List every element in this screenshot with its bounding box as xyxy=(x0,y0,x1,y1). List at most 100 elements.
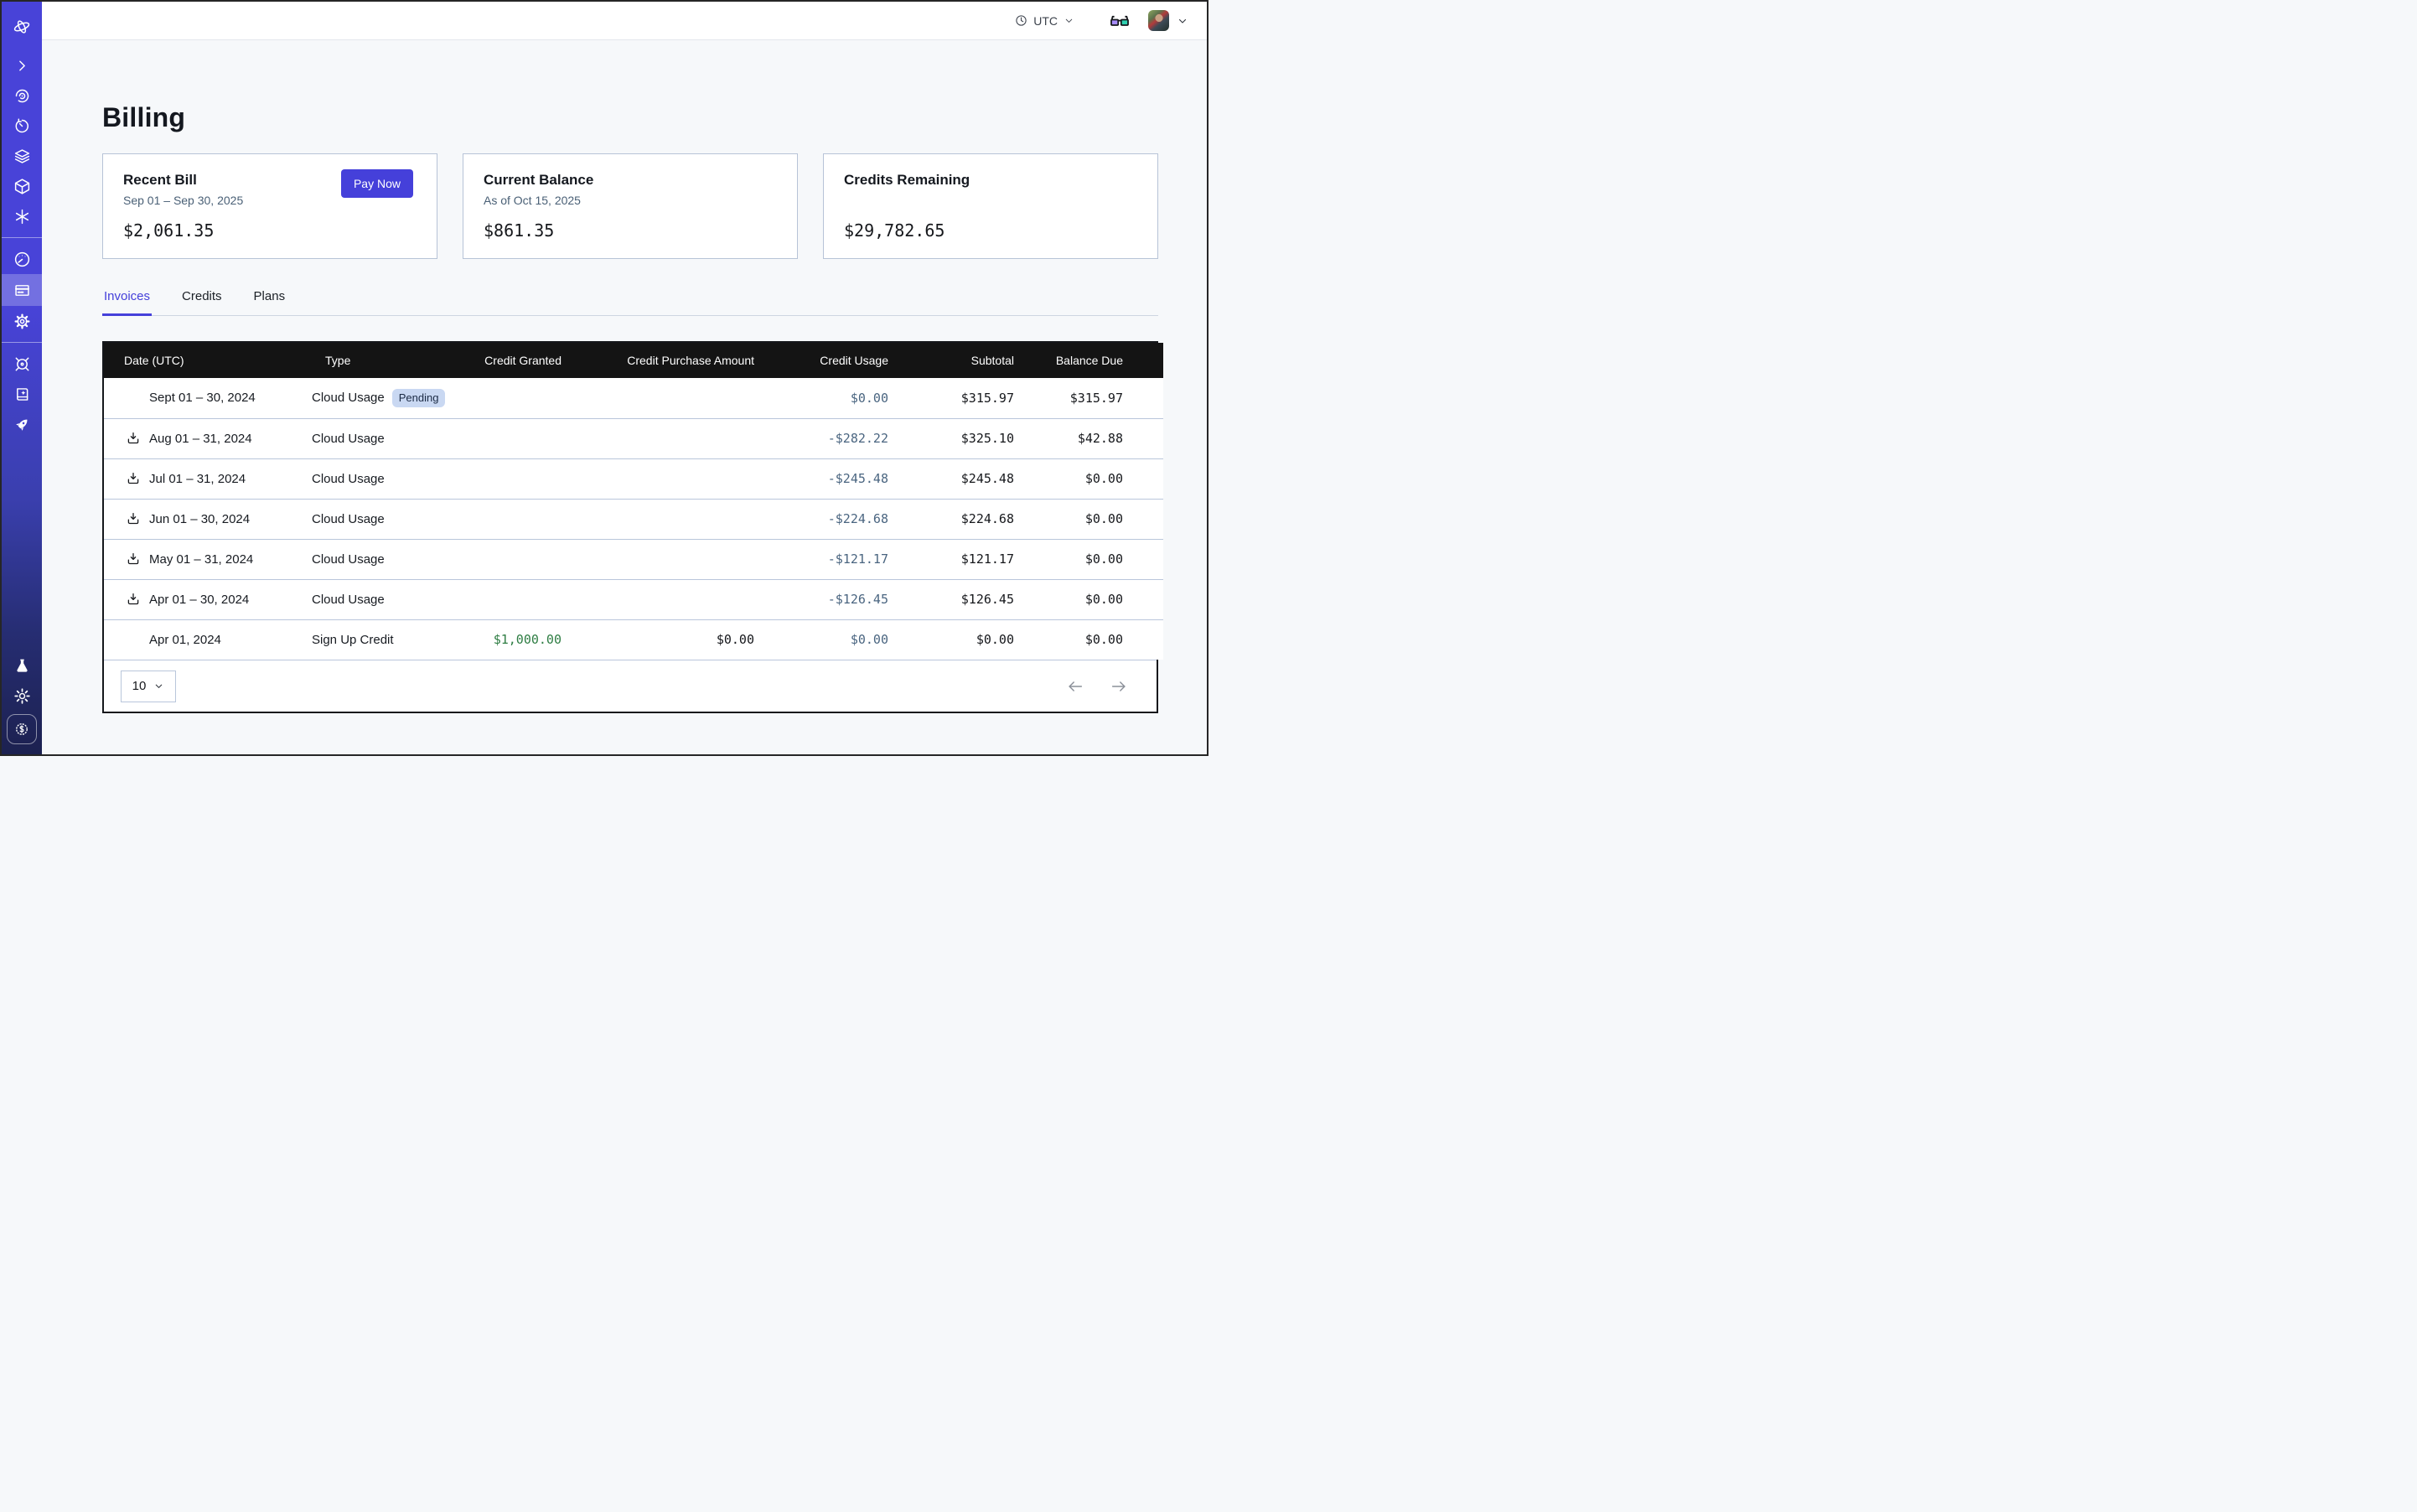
sidebar-item-usage[interactable] xyxy=(2,244,42,274)
download-icon xyxy=(126,551,141,567)
credit-purchase-cell xyxy=(582,499,774,539)
sidebar-item-containers[interactable] xyxy=(2,171,42,201)
insights-eye-icon xyxy=(13,87,31,105)
column-header: Credit Usage xyxy=(774,343,908,378)
download-invoice-button[interactable] xyxy=(126,592,141,607)
recent-bill-amount: $2,061.35 xyxy=(123,220,417,241)
column-header: Credit Purchase Amount xyxy=(582,343,774,378)
previous-page-button[interactable] xyxy=(1066,677,1084,696)
credits-remaining-card: Credits Remaining $29,782.65 xyxy=(823,153,1158,259)
credit-usage-cell: -$245.48 xyxy=(774,458,908,499)
tab-credits[interactable]: Credits xyxy=(180,281,224,316)
account-menu-button[interactable] xyxy=(1177,15,1188,27)
credit-granted-cell: $1,000.00 xyxy=(473,619,582,660)
invoice-date: Apr 01 – 30, 2024 xyxy=(149,593,249,607)
sidebar-item-credits[interactable] xyxy=(7,714,37,744)
invoice-row[interactable]: Jun 01 – 30, 2024 Cloud Usage -$224.68 $… xyxy=(104,499,1163,539)
usage-gauge-icon xyxy=(13,251,31,268)
credit-purchase-cell xyxy=(582,539,774,579)
table-header-row: Date (UTC)TypeCredit GrantedCredit Purch… xyxy=(104,343,1163,378)
download-icon xyxy=(126,431,141,446)
invoice-row[interactable]: Apr 01, 2024 Sign Up Credit $1,000.00 $0… xyxy=(104,619,1163,660)
balance-due-cell: $0.00 xyxy=(1034,579,1163,619)
subtotal-cell: $126.45 xyxy=(908,579,1034,619)
table-footer: 10 xyxy=(104,660,1157,712)
recent-bill-card: Recent Bill Sep 01 – Sep 30, 2025 $2,061… xyxy=(102,153,437,259)
clock-icon xyxy=(1015,14,1027,27)
invoice-type: Cloud Usage xyxy=(312,552,385,567)
sidebar-item-theme-toggle[interactable] xyxy=(2,681,42,711)
next-page-button[interactable] xyxy=(1110,677,1128,696)
credit-usage-cell: $0.00 xyxy=(774,619,908,660)
subtotal-cell: $0.00 xyxy=(908,619,1034,660)
sidebar-item-getting-started[interactable] xyxy=(2,409,42,439)
sidebar-item-home[interactable] xyxy=(2,8,42,45)
logo-icon xyxy=(12,17,32,37)
download-invoice-button[interactable] xyxy=(126,551,141,567)
sidebar-item-billing[interactable] xyxy=(2,274,42,306)
download-invoice-button[interactable] xyxy=(126,431,141,446)
page-title: Billing xyxy=(102,102,1158,133)
pay-now-button[interactable]: Pay Now xyxy=(341,169,413,198)
history-timer-icon xyxy=(13,117,31,135)
invoice-row[interactable]: Aug 01 – 31, 2024 Cloud Usage -$282.22 $… xyxy=(104,418,1163,458)
sidebar-item-expand[interactable] xyxy=(2,50,42,80)
balance-due-cell: $0.00 xyxy=(1034,539,1163,579)
credit-granted-cell xyxy=(473,418,582,458)
sidebar-item-docs[interactable] xyxy=(2,379,42,409)
current-balance-card: Current Balance As of Oct 15, 2025 $861.… xyxy=(463,153,798,259)
card-title: Current Balance xyxy=(484,172,777,189)
settings-gear-icon xyxy=(13,313,31,330)
invoice-row[interactable]: Jul 01 – 31, 2024 Cloud Usage -$245.48 $… xyxy=(104,458,1163,499)
invoice-date: Aug 01 – 31, 2024 xyxy=(149,432,252,446)
invoice-date: Apr 01, 2024 xyxy=(149,633,221,647)
balance-due-cell: $0.00 xyxy=(1034,499,1163,539)
avatar[interactable] xyxy=(1148,10,1169,31)
column-header: Type xyxy=(305,343,473,378)
credit-usage-cell: $0.00 xyxy=(774,378,908,418)
glasses-icon xyxy=(1110,14,1130,28)
invoice-type: Cloud Usage xyxy=(312,593,385,607)
column-header: Date (UTC) xyxy=(104,343,305,378)
sidebar-item-community[interactable] xyxy=(2,349,42,379)
page-size-select[interactable]: 10 xyxy=(121,671,176,702)
column-header: Credit Granted xyxy=(473,343,582,378)
invoice-type: Cloud Usage xyxy=(312,432,385,446)
sidebar-item-settings[interactable] xyxy=(2,306,42,336)
sidebar-item-insights[interactable] xyxy=(2,80,42,111)
sidebar-item-labs[interactable] xyxy=(2,650,42,681)
column-header: Balance Due xyxy=(1034,343,1163,378)
credit-purchase-cell xyxy=(582,458,774,499)
download-icon xyxy=(126,471,141,486)
download-invoice-button[interactable] xyxy=(126,471,141,486)
sidebar xyxy=(2,2,42,754)
subtotal-cell: $121.17 xyxy=(908,539,1034,579)
balance-as-of-date: As of Oct 15, 2025 xyxy=(484,194,777,208)
balance-due-cell: $315.97 xyxy=(1034,378,1163,418)
sidebar-item-history[interactable] xyxy=(2,111,42,141)
invoice-date: May 01 – 31, 2024 xyxy=(149,552,253,567)
credits-dollar-badge-icon xyxy=(13,721,30,738)
invoice-row[interactable]: May 01 – 31, 2024 Cloud Usage -$121.17 $… xyxy=(104,539,1163,579)
app-window: UTC xyxy=(0,0,1208,756)
invoice-row[interactable]: Apr 01 – 30, 2024 Cloud Usage -$126.45 $… xyxy=(104,579,1163,619)
tab-plans[interactable]: Plans xyxy=(252,281,287,316)
sidebar-item-functions[interactable] xyxy=(2,201,42,231)
timezone-selector[interactable]: UTC xyxy=(1015,14,1074,28)
card-title: Credits Remaining xyxy=(844,172,1137,189)
credit-purchase-cell xyxy=(582,378,774,418)
tab-invoices[interactable]: Invoices xyxy=(102,281,152,316)
credit-purchase-cell xyxy=(582,418,774,458)
credit-granted-cell xyxy=(473,378,582,418)
timezone-label: UTC xyxy=(1033,14,1058,28)
invoice-row[interactable]: Sept 01 – 30, 2024 Cloud Usage Pending $… xyxy=(104,378,1163,418)
reader-glasses-button[interactable] xyxy=(1110,13,1130,28)
helm-icon xyxy=(13,355,31,373)
summary-cards: Recent Bill Sep 01 – Sep 30, 2025 $2,061… xyxy=(102,153,1158,259)
topbar: UTC xyxy=(42,2,1207,40)
subtotal-cell: $224.68 xyxy=(908,499,1034,539)
sidebar-item-layers[interactable] xyxy=(2,141,42,171)
subtotal-cell: $245.48 xyxy=(908,458,1034,499)
download-invoice-button[interactable] xyxy=(126,511,141,526)
credit-usage-cell: -$282.22 xyxy=(774,418,908,458)
